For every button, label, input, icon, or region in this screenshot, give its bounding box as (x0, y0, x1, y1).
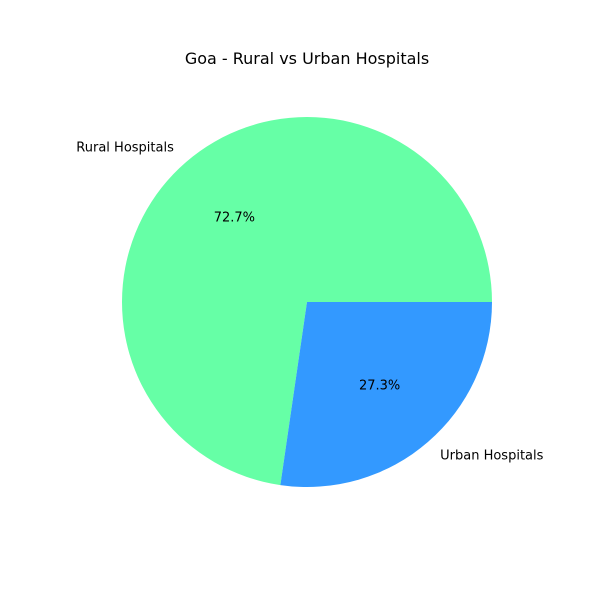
slice-label-rural-hospitals: Rural Hospitals (76, 141, 174, 156)
pie-slice-urban-hospitals (280, 302, 492, 487)
slice-percent-rural-hospitals: 72.7% (214, 211, 255, 226)
slice-percent-urban-hospitals: 27.3% (359, 378, 400, 393)
slice-label-urban-hospitals: Urban Hospitals (440, 448, 543, 463)
chart-title: Goa - Rural vs Urban Hospitals (185, 49, 429, 68)
pie-labels: Rural Hospitals 72.7% Urban Hospitals 27.3% (76, 141, 543, 464)
pie-slice-rural-hospitals (122, 117, 492, 486)
pie-slices (122, 117, 492, 487)
